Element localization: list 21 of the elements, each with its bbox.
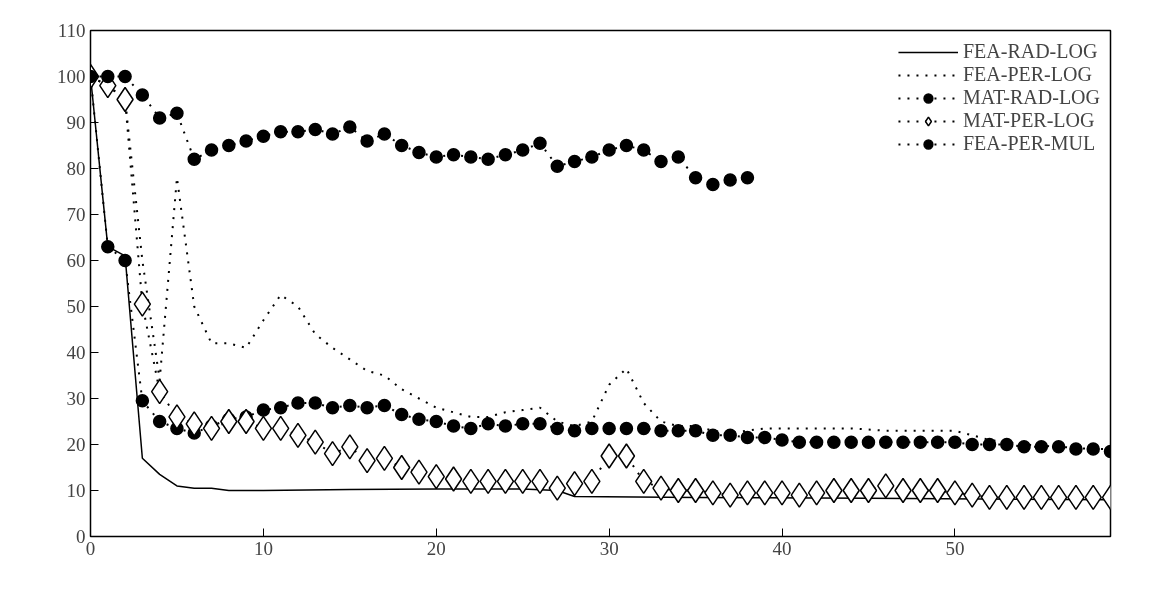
x-tick-label: 10 [253, 537, 273, 559]
y-tick-label: 50 [66, 296, 86, 317]
y-tick-label: 70 [66, 204, 86, 225]
x-tick-label: 30 [599, 537, 619, 559]
legend-label: FEA-PER-LOG [962, 63, 1092, 86]
legend-label: MAT-PER-LOG [962, 109, 1095, 132]
x-tick-label: 50 [945, 537, 965, 559]
y-tick-label: 90 [66, 112, 86, 133]
y-tick-label: 10 [66, 480, 86, 501]
y-tick-label: 80 [66, 158, 86, 179]
legend-label: FEA-RAD-LOG [962, 40, 1098, 63]
x-tick-label: 40 [772, 537, 792, 559]
x-tick-label: 20 [426, 537, 446, 559]
legend-label: FEA-PER-MUL [962, 132, 1096, 155]
y-tick-label: 20 [66, 434, 86, 455]
y-tick-label: 100 [57, 66, 86, 87]
y-tick-label: 60 [66, 250, 86, 271]
y-tick-label: 40 [66, 342, 86, 363]
y-tick-label: 30 [66, 388, 86, 409]
legend-label: MAT-RAD-LOG [962, 86, 1100, 109]
y-tick-label: 110 [57, 20, 86, 41]
